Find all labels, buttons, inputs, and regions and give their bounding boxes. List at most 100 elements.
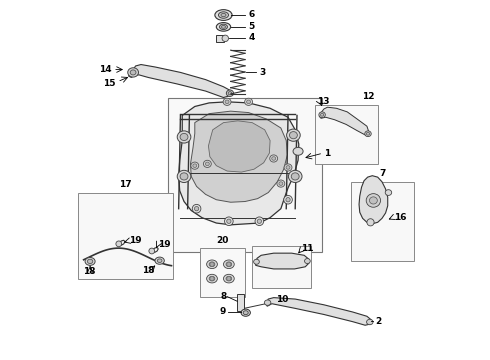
Ellipse shape bbox=[254, 259, 259, 264]
Polygon shape bbox=[191, 111, 287, 202]
Text: 11: 11 bbox=[300, 244, 313, 253]
Ellipse shape bbox=[284, 164, 292, 171]
Bar bbox=[315, 105, 378, 164]
Polygon shape bbox=[359, 176, 388, 224]
Text: 6: 6 bbox=[248, 10, 255, 19]
Circle shape bbox=[195, 207, 199, 211]
Ellipse shape bbox=[226, 262, 232, 267]
Polygon shape bbox=[208, 121, 270, 172]
Circle shape bbox=[227, 262, 231, 266]
Ellipse shape bbox=[226, 90, 234, 96]
Ellipse shape bbox=[265, 300, 271, 305]
Text: 20: 20 bbox=[217, 235, 229, 244]
Bar bbox=[200, 248, 245, 297]
Ellipse shape bbox=[180, 134, 188, 140]
Text: 17: 17 bbox=[120, 180, 132, 189]
Circle shape bbox=[210, 262, 214, 266]
Ellipse shape bbox=[223, 274, 234, 283]
Ellipse shape bbox=[366, 194, 381, 207]
Ellipse shape bbox=[304, 258, 310, 264]
Text: 14: 14 bbox=[99, 65, 112, 74]
Text: 18: 18 bbox=[83, 267, 95, 276]
Ellipse shape bbox=[241, 309, 250, 316]
Text: 19: 19 bbox=[129, 237, 142, 246]
Circle shape bbox=[222, 35, 228, 41]
Ellipse shape bbox=[319, 112, 325, 118]
Text: 4: 4 bbox=[248, 33, 255, 42]
Polygon shape bbox=[255, 253, 309, 269]
Ellipse shape bbox=[205, 162, 209, 166]
Text: 13: 13 bbox=[317, 97, 329, 106]
Ellipse shape bbox=[225, 100, 229, 104]
Ellipse shape bbox=[207, 274, 218, 283]
Text: 3: 3 bbox=[259, 68, 266, 77]
Circle shape bbox=[227, 219, 231, 224]
Ellipse shape bbox=[157, 259, 162, 262]
Ellipse shape bbox=[177, 170, 191, 183]
Ellipse shape bbox=[177, 131, 191, 143]
Ellipse shape bbox=[203, 160, 211, 167]
Ellipse shape bbox=[270, 155, 278, 162]
Ellipse shape bbox=[215, 10, 232, 21]
Ellipse shape bbox=[221, 13, 226, 17]
Ellipse shape bbox=[216, 23, 231, 31]
Ellipse shape bbox=[272, 157, 276, 160]
Bar bbox=[78, 193, 173, 279]
Ellipse shape bbox=[193, 164, 197, 167]
Circle shape bbox=[227, 276, 231, 281]
Circle shape bbox=[257, 219, 262, 224]
Ellipse shape bbox=[287, 129, 300, 141]
Ellipse shape bbox=[155, 257, 164, 264]
Bar bbox=[168, 98, 322, 252]
Text: 5: 5 bbox=[248, 22, 255, 31]
Ellipse shape bbox=[289, 170, 302, 183]
Ellipse shape bbox=[87, 259, 93, 264]
Circle shape bbox=[284, 195, 293, 204]
Ellipse shape bbox=[279, 182, 283, 185]
Bar bbox=[237, 294, 245, 311]
Polygon shape bbox=[319, 107, 368, 136]
Ellipse shape bbox=[223, 260, 234, 269]
Ellipse shape bbox=[320, 113, 324, 116]
Ellipse shape bbox=[385, 190, 392, 195]
Ellipse shape bbox=[365, 131, 371, 136]
Ellipse shape bbox=[219, 12, 228, 18]
Ellipse shape bbox=[209, 276, 215, 281]
Ellipse shape bbox=[207, 260, 218, 269]
Polygon shape bbox=[266, 298, 371, 325]
Ellipse shape bbox=[293, 147, 303, 155]
Ellipse shape bbox=[367, 319, 373, 325]
Bar bbox=[216, 35, 224, 42]
Circle shape bbox=[116, 241, 122, 247]
Ellipse shape bbox=[246, 100, 250, 104]
Text: 10: 10 bbox=[275, 295, 288, 304]
Ellipse shape bbox=[209, 262, 215, 267]
Ellipse shape bbox=[220, 24, 227, 30]
Circle shape bbox=[210, 276, 214, 281]
Ellipse shape bbox=[226, 276, 232, 281]
Ellipse shape bbox=[369, 197, 377, 204]
Circle shape bbox=[224, 217, 233, 226]
Ellipse shape bbox=[243, 311, 248, 315]
Polygon shape bbox=[179, 102, 299, 225]
Circle shape bbox=[192, 204, 201, 213]
Text: 12: 12 bbox=[362, 92, 375, 101]
Ellipse shape bbox=[277, 180, 285, 187]
Ellipse shape bbox=[286, 166, 290, 169]
Ellipse shape bbox=[290, 132, 297, 139]
Ellipse shape bbox=[130, 70, 136, 75]
Ellipse shape bbox=[85, 257, 95, 265]
Ellipse shape bbox=[180, 173, 188, 180]
Text: 8: 8 bbox=[220, 292, 226, 301]
Bar bbox=[351, 182, 414, 261]
Text: 9: 9 bbox=[220, 307, 226, 316]
Ellipse shape bbox=[223, 98, 231, 105]
Text: 2: 2 bbox=[375, 317, 381, 326]
Text: 16: 16 bbox=[394, 213, 406, 222]
Ellipse shape bbox=[128, 68, 139, 77]
Text: 18: 18 bbox=[142, 266, 154, 275]
Polygon shape bbox=[128, 64, 231, 98]
Ellipse shape bbox=[245, 98, 252, 105]
Circle shape bbox=[149, 248, 155, 254]
Circle shape bbox=[255, 217, 264, 226]
